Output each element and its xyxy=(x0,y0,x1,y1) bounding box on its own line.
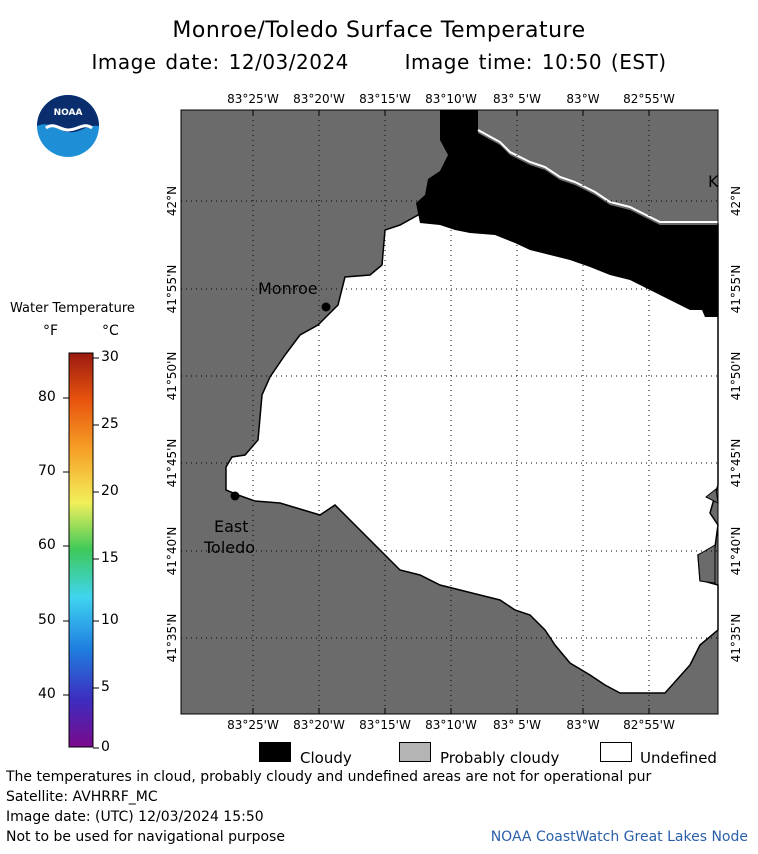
colorbar-unit-f: °F xyxy=(43,323,59,339)
lat-label-left: 42°N xyxy=(165,186,179,216)
lon-label-top: 82°55'W xyxy=(623,92,675,106)
satellite-info: Satellite: AVHRRF_MC xyxy=(6,789,158,805)
lon-label-top: 83°10'W xyxy=(425,92,477,106)
place-k: K xyxy=(708,172,719,191)
lon-label-top: 83°20'W xyxy=(293,92,345,106)
cloud-band xyxy=(416,110,718,317)
lat-label-left: 41°45'N xyxy=(165,439,179,488)
monroe-marker xyxy=(321,302,331,312)
place-east: East xyxy=(214,517,249,536)
colorbar-f-label: 80 xyxy=(38,389,56,405)
colorbar-c-label: 0 xyxy=(101,739,110,755)
lon-label-bottom: 83°15'W xyxy=(359,718,411,732)
image-datetime: Image date: 12/03/2024 Image time: 10:50… xyxy=(0,50,758,74)
map-frame xyxy=(180,109,719,715)
credit-link[interactable]: NOAA CoastWatch Great Lakes Node xyxy=(490,829,748,845)
colorbar-f-label: 70 xyxy=(38,463,56,479)
colorbar-c-label: 25 xyxy=(101,416,119,432)
colorbar-c-label: 5 xyxy=(101,679,110,695)
colorbar-c-label: 10 xyxy=(101,612,119,628)
lat-label-left: 41°35'N xyxy=(165,614,179,663)
graticule xyxy=(181,110,718,714)
lon-label-bottom: 83°25'W xyxy=(227,718,279,732)
page-title: Monroe/Toledo Surface Temperature xyxy=(172,18,586,43)
colorbar-f-label: 40 xyxy=(38,686,56,702)
lat-label-left: 41°55'N xyxy=(165,265,179,314)
colorbar-title: Water Temperature xyxy=(10,301,135,316)
image-date: Image date: 12/03/2024 xyxy=(91,50,349,74)
logo-text: NOAA xyxy=(54,108,83,118)
lon-label-bottom: 83°10'W xyxy=(425,718,477,732)
colorbar-gradient xyxy=(68,352,94,748)
legend-swatch-cloudy xyxy=(259,742,291,762)
colorbar-f-label: 50 xyxy=(38,612,56,628)
noaa-logo-icon: NOAA xyxy=(37,95,99,157)
island xyxy=(697,544,716,584)
colorbar xyxy=(63,352,99,749)
utc-date: Image date: (UTC) 12/03/2024 15:50 xyxy=(6,809,264,825)
lon-label-bottom: 82°55'W xyxy=(623,718,675,732)
lat-label-left: 41°50'N xyxy=(165,352,179,401)
lat-label-left: 41°40'N xyxy=(165,527,179,576)
lon-label-top: 83°25'W xyxy=(227,92,279,106)
lat-label-right: 41°35'N xyxy=(729,614,743,663)
navigation-warning: Not to be used for navigational purpose xyxy=(6,829,285,845)
place-toledo: Toledo xyxy=(203,538,255,557)
image-time: Image time: 10:50 (EST) xyxy=(404,50,667,74)
colorbar-f-label: 60 xyxy=(38,537,56,553)
legend-swatch-probably-cloudy xyxy=(399,742,431,762)
east-toledo-marker xyxy=(230,491,240,501)
colorbar-c-label: 20 xyxy=(101,483,119,499)
legend-label-probably-cloudy: Probably cloudy xyxy=(440,749,560,767)
lat-label-right: 42°N xyxy=(729,186,743,216)
lon-label-top: 83°W xyxy=(566,92,599,106)
lat-label-right: 41°55'N xyxy=(729,265,743,314)
island xyxy=(705,488,719,504)
lat-label-right: 41°50'N xyxy=(729,352,743,401)
temperature-map: Monroe East Toledo K 83°25'W 83°25'W 83°20… xyxy=(165,92,743,732)
lon-label-top: 83° 5'W xyxy=(493,92,541,106)
legend-label-undefined: Undefined xyxy=(640,749,717,767)
lon-label-bottom: 83°20'W xyxy=(293,718,345,732)
legend-label-cloudy: Cloudy xyxy=(300,749,352,767)
disclaimer-note: The temperatures in cloud, probably clou… xyxy=(6,769,652,785)
colorbar-c-label: 15 xyxy=(101,550,119,566)
lon-label-bottom: 83° 5'W xyxy=(493,718,541,732)
lat-label-right: 41°40'N xyxy=(729,527,743,576)
lat-label-right: 41°45'N xyxy=(729,439,743,488)
place-monroe: Monroe xyxy=(258,279,318,298)
lon-label-bottom: 83°W xyxy=(566,718,599,732)
lon-label-top: 83°15'W xyxy=(359,92,411,106)
colorbar-c-label: 30 xyxy=(101,349,119,365)
colorbar-unit-c: °C xyxy=(102,323,119,339)
legend-swatch-undefined xyxy=(600,742,632,762)
